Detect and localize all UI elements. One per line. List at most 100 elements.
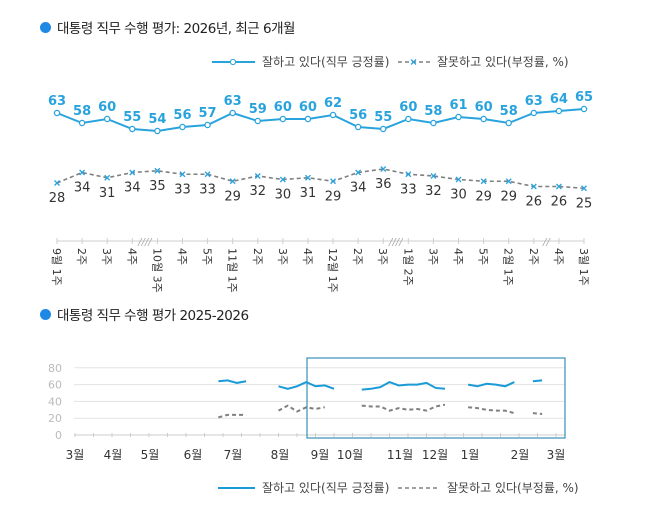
negative-point-x-icon (355, 169, 362, 176)
positive-line (56, 108, 585, 133)
x-tick-label: 3월 (547, 448, 566, 462)
negative-data-label: 33 (174, 182, 191, 197)
negative-point-x-icon (430, 173, 437, 179)
bullet-dot-icon (40, 21, 51, 33)
positive-point (204, 121, 211, 129)
positive-data-label: 58 (73, 104, 91, 119)
negative-data-label: 32 (425, 184, 442, 199)
positive-data-label: 60 (399, 100, 417, 115)
positive-data-label: 60 (98, 100, 116, 115)
positive-point (103, 115, 111, 123)
x-tick-label: 3월 1주 (577, 248, 590, 286)
legend-positive-marker (229, 58, 237, 66)
positive-data-label: 62 (324, 96, 342, 111)
y-tick-label: 0 (55, 429, 62, 442)
legend-negative-x-icon (410, 59, 417, 65)
y-tick-label: 60 (48, 379, 62, 392)
negative-point-x-icon (581, 185, 587, 192)
negative-point-x-icon (505, 178, 512, 185)
x-tick-label: 12월 (422, 448, 448, 462)
positive-data-label: 60 (299, 100, 317, 115)
negative-data-label: 35 (149, 179, 166, 194)
positive-line-segment (361, 380, 446, 391)
x-tick-label: 11월 1주 (226, 248, 239, 293)
positive-point (354, 123, 362, 131)
x-tick-label: 2주 (251, 248, 264, 265)
x-tick-label: 5주 (477, 248, 490, 265)
x-tick-label: 7월 (224, 448, 243, 462)
x-tick-label: 12월 1주 (326, 248, 339, 293)
negative-line-segment (468, 406, 515, 415)
x-tick-label: 9월 1주 (50, 248, 63, 286)
negative-point-x-icon (530, 183, 537, 190)
negative-point-x-icon (154, 167, 161, 174)
positive-data-label: 64 (550, 92, 568, 107)
negative-data-label: 36 (375, 177, 392, 192)
x-tick-label: 2주 (351, 248, 364, 265)
negative-point-x-icon (129, 169, 136, 176)
x-tick-label: 5주 (201, 248, 214, 265)
positive-point (304, 115, 312, 123)
positive-point (405, 115, 412, 123)
x-tick-label: 2월 1주 (502, 248, 515, 286)
negative-point-x-icon (555, 183, 562, 190)
chart2-title-text: 대통령 직무 수행 평가 2025-2026 (57, 308, 249, 324)
positive-point (505, 119, 512, 127)
positive-line-segment (278, 380, 335, 390)
positive-point (179, 123, 186, 131)
x-tick-label: 2월 (511, 448, 530, 462)
negative-data-label: 33 (199, 182, 216, 197)
positive-point (455, 113, 462, 121)
y-tick-label: 40 (48, 395, 62, 408)
positive-line-segment (532, 379, 543, 383)
bullet-dot-icon (40, 308, 51, 320)
negative-point-x-icon (405, 171, 412, 178)
positive-data-label: 56 (173, 108, 191, 123)
chart2-title: 대통령 직무 수행 평가 2025-2026 (40, 304, 249, 324)
x-tick-label: 11월 (387, 448, 413, 462)
axis-break-mark: //// (137, 237, 153, 248)
x-tick-label: 10월 (337, 448, 363, 462)
axis-break-mark: // (542, 237, 551, 248)
positive-point (329, 111, 337, 119)
negative-data-label: 33 (400, 182, 417, 197)
negative-data-label: 26 (526, 195, 543, 210)
positive-point (78, 119, 86, 127)
positive-data-label: 55 (374, 110, 392, 125)
negative-point-x-icon (279, 176, 286, 183)
x-tick-label: 9월 (311, 448, 330, 462)
chart1-title: 대통령 직무 수행 평가: 2026년, 최근 6개월 (40, 17, 295, 37)
positive-point (555, 107, 563, 115)
x-tick-label: 4주 (301, 248, 314, 265)
positive-data-label: 59 (249, 102, 267, 117)
negative-data-label: 28 (49, 191, 66, 206)
negative-data-label: 32 (249, 184, 266, 199)
negative-point-x-icon (204, 171, 211, 178)
x-tick-label: 4주 (175, 248, 188, 265)
x-tick-label: 1월 2주 (401, 248, 414, 286)
x-tick-label: 4주 (125, 248, 138, 265)
legend2-negative-label: 잘못하고 있다(부정률, %) (447, 481, 579, 495)
x-tick-label: 3월 (66, 448, 85, 462)
x-tick-label: 4주 (552, 248, 565, 265)
x-tick-label: 2주 (75, 248, 88, 265)
positive-point (530, 109, 538, 117)
legend-negative-label: 잘못하고 있다(부정률, %) (437, 55, 569, 69)
x-tick-label: 5월 (141, 448, 160, 462)
x-tick-label: 3주 (426, 248, 439, 265)
x-tick-label: 4월 (104, 448, 123, 462)
negative-data-label: 29 (224, 189, 241, 204)
positive-point (129, 125, 136, 133)
positive-data-label: 55 (123, 110, 141, 125)
positive-point (229, 109, 236, 117)
positive-data-label: 61 (449, 98, 467, 113)
negative-line-segment (361, 403, 446, 412)
legend-positive-label: 잘하고 있다(직무 긍정률) (262, 55, 389, 69)
negative-point-x-icon (79, 169, 86, 176)
negative-data-label: 34 (124, 181, 141, 196)
negative-data-label: 31 (300, 186, 317, 201)
negative-point-x-icon (380, 166, 387, 172)
positive-data-label: 63 (48, 94, 66, 109)
positive-data-label: 58 (424, 104, 442, 119)
